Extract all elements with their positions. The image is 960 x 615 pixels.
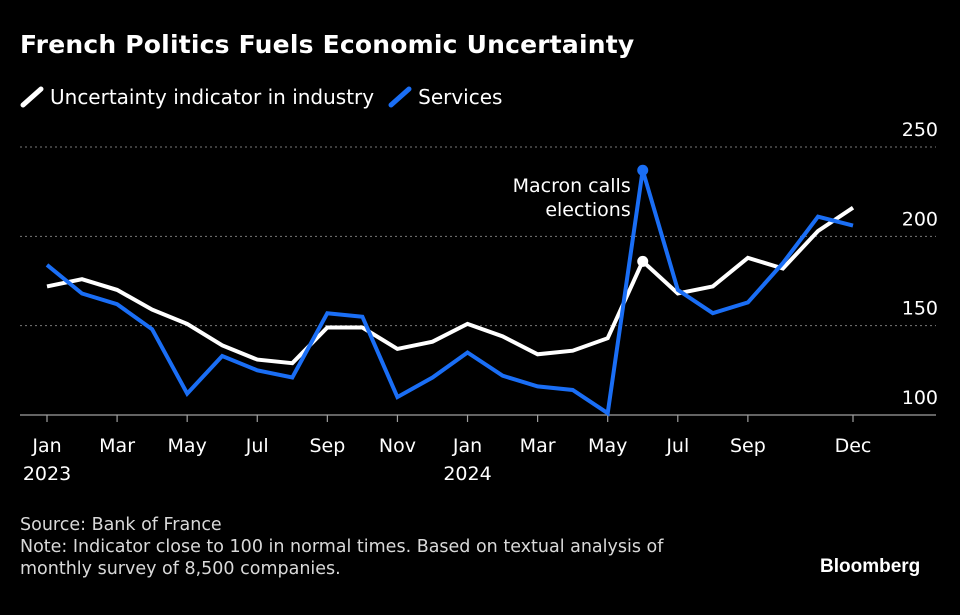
source-note: Source: Bank of France — [20, 515, 222, 535]
y-tick-label-150: 150 — [902, 298, 938, 320]
series-line-industry — [46, 206, 855, 366]
x-tick-label-23: Dec — [835, 435, 872, 457]
annotation-marker-industry — [637, 255, 649, 267]
x-tick-label-20: Sep — [730, 435, 766, 457]
legend-swatch-industry-icon — [20, 86, 44, 108]
legend-swatch-services-icon — [388, 86, 412, 108]
chart-title: French Politics Fuels Economic Uncertain… — [20, 30, 635, 59]
x-tick-label-0: Jan — [31, 435, 61, 457]
legend-item-industry: Uncertainty indicator in industry — [20, 85, 374, 109]
x-tick-label-2: Mar — [99, 435, 135, 457]
x-tick-label-12: Jan — [452, 435, 482, 457]
y-tick-label-100: 100 — [902, 387, 938, 409]
legend-item-services: Services — [388, 85, 502, 109]
annotation-text-line-1: elections — [545, 199, 630, 221]
x-tick-label-6: Jul — [245, 435, 269, 457]
legend-label-industry: Uncertainty indicator in industry — [50, 85, 375, 109]
x-tick-label-8: Sep — [309, 435, 345, 457]
bloomberg-logo: Bloomberg — [820, 556, 921, 577]
x-tick-sublabel-12: 2024 — [443, 463, 491, 485]
chart-footer: Source: Bank of France Note: Indicator c… — [20, 514, 663, 580]
x-tick-sublabel-0: 2023 — [23, 463, 71, 485]
annotation-text-line-0: Macron calls — [513, 175, 631, 197]
note-line-1: Note: Indicator close to 100 in normal t… — [20, 537, 664, 557]
x-tick-label-4: May — [168, 435, 207, 457]
x-tick-label-14: Mar — [520, 435, 556, 457]
chart-legend: Uncertainty indicator in industry Servic… — [20, 84, 516, 110]
series-line-services — [45, 169, 854, 417]
x-tick-label-16: May — [588, 435, 627, 457]
note-line-2: monthly survey of 8,500 companies. — [20, 559, 341, 579]
annotation-marker-services — [637, 164, 649, 176]
y-tick-label-200: 200 — [902, 208, 938, 230]
legend-label-services: Services — [418, 85, 503, 109]
x-tick-label-10: Nov — [379, 435, 416, 457]
x-tick-label-18: Jul — [665, 435, 689, 457]
y-tick-label-250: 250 — [902, 119, 938, 141]
